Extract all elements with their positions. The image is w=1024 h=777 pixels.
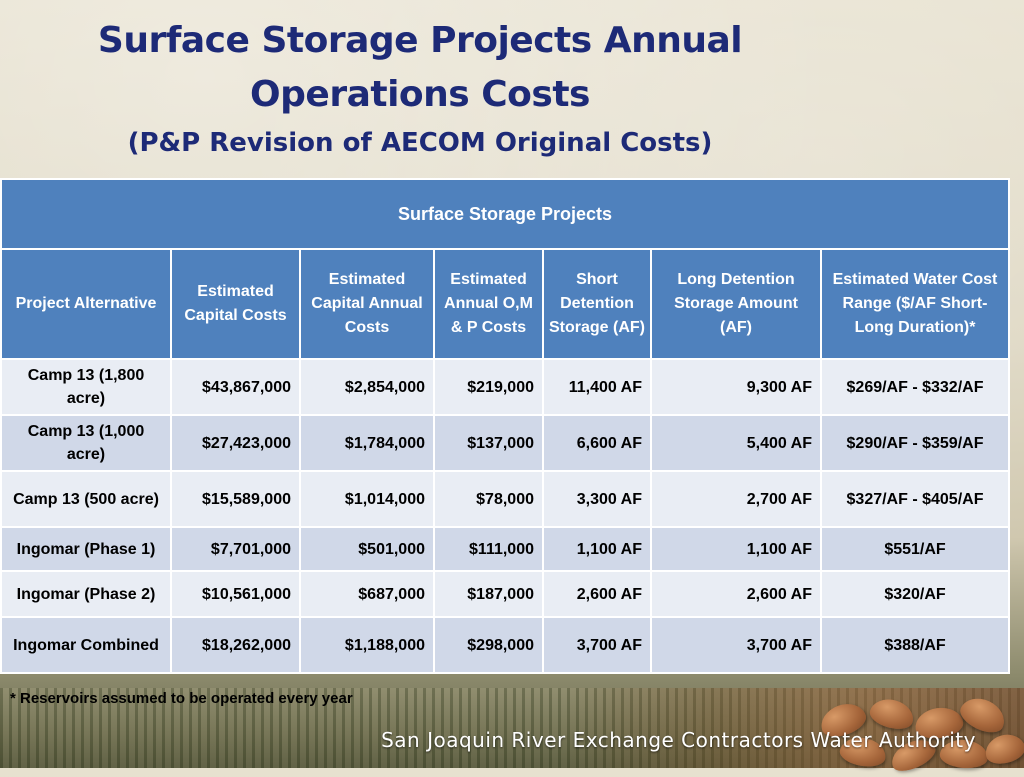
cell-capital-annual: $1,014,000 <box>299 470 435 528</box>
cell-omp: $137,000 <box>433 414 544 472</box>
cell-project: Camp 13 (1,800 acre) <box>0 358 172 416</box>
header-long-detention: Long Detention Storage Amount (AF) <box>650 248 822 360</box>
cell-long: 1,100 AF <box>650 526 822 572</box>
cell-short: 3,300 AF <box>542 470 652 528</box>
cell-capital: $15,589,000 <box>170 470 301 528</box>
table-row: Ingomar Combined $18,262,000 $1,188,000 … <box>0 616 1010 674</box>
cell-capital-annual: $1,188,000 <box>299 616 435 674</box>
slide-title-line-2: Operations Costs <box>250 74 590 115</box>
slide-title-line-1: Surface Storage Projects Annual <box>97 20 743 61</box>
table-row: Camp 13 (1,800 acre) $43,867,000 $2,854,… <box>0 358 1010 416</box>
cell-project: Ingomar (Phase 2) <box>0 570 172 618</box>
cell-long: 9,300 AF <box>650 358 822 416</box>
header-project-alternative: Project Alternative <box>0 248 172 360</box>
cell-long: 3,700 AF <box>650 616 822 674</box>
cell-project: Camp 13 (500 acre) <box>0 470 172 528</box>
cell-long: 5,400 AF <box>650 414 822 472</box>
costs-table: Surface Storage Projects Project Alterna… <box>0 178 1010 674</box>
cell-range: $388/AF <box>820 616 1010 674</box>
header-water-cost-range: Estimated Water Cost Range ($/AF Short-L… <box>820 248 1010 360</box>
header-omp-costs: Estimated Annual O,M & P Costs <box>433 248 544 360</box>
table-banner-row: Surface Storage Projects <box>0 178 1010 250</box>
cell-range: $269/AF - $332/AF <box>820 358 1010 416</box>
table-row: Camp 13 (1,000 acre) $27,423,000 $1,784,… <box>0 414 1010 472</box>
cell-capital-annual: $2,854,000 <box>299 358 435 416</box>
table-banner: Surface Storage Projects <box>0 178 1010 250</box>
cell-capital-annual: $1,784,000 <box>299 414 435 472</box>
cell-range: $320/AF <box>820 570 1010 618</box>
cell-capital: $18,262,000 <box>170 616 301 674</box>
header-short-detention: Short Detention Storage (AF) <box>542 248 652 360</box>
cell-short: 3,700 AF <box>542 616 652 674</box>
cell-omp: $111,000 <box>433 526 544 572</box>
slide-subtitle: (P&P Revision of AECOM Original Costs) <box>127 128 713 158</box>
cell-short: 6,600 AF <box>542 414 652 472</box>
table-row: Camp 13 (500 acre) $15,589,000 $1,014,00… <box>0 470 1010 528</box>
cell-range: $551/AF <box>820 526 1010 572</box>
cell-short: 2,600 AF <box>542 570 652 618</box>
cell-project: Ingomar (Phase 1) <box>0 526 172 572</box>
cell-capital: $43,867,000 <box>170 358 301 416</box>
cell-range: $290/AF - $359/AF <box>820 414 1010 472</box>
cell-omp: $187,000 <box>433 570 544 618</box>
cell-capital-annual: $501,000 <box>299 526 435 572</box>
table-row: Ingomar (Phase 1) $7,701,000 $501,000 $1… <box>0 526 1010 572</box>
cell-range: $327/AF - $405/AF <box>820 470 1010 528</box>
cell-project: Ingomar Combined <box>0 616 172 674</box>
cell-capital: $10,561,000 <box>170 570 301 618</box>
cell-long: 2,700 AF <box>650 470 822 528</box>
cell-project: Camp 13 (1,000 acre) <box>0 414 172 472</box>
table-row: Ingomar (Phase 2) $10,561,000 $687,000 $… <box>0 570 1010 618</box>
cell-omp: $219,000 <box>433 358 544 416</box>
footnote: * Reservoirs assumed to be operated ever… <box>10 690 353 707</box>
cell-omp: $298,000 <box>433 616 544 674</box>
cell-short: 11,400 AF <box>542 358 652 416</box>
cell-omp: $78,000 <box>433 470 544 528</box>
header-capital-costs: Estimated Capital Costs <box>170 248 301 360</box>
organization-name: San Joaquin River Exchange Contractors W… <box>381 728 976 752</box>
table-header-row: Project Alternative Estimated Capital Co… <box>0 248 1010 360</box>
cell-capital-annual: $687,000 <box>299 570 435 618</box>
cell-long: 2,600 AF <box>650 570 822 618</box>
cell-capital: $27,423,000 <box>170 414 301 472</box>
header-capital-annual-costs: Estimated Capital Annual Costs <box>299 248 435 360</box>
cell-short: 1,100 AF <box>542 526 652 572</box>
cell-capital: $7,701,000 <box>170 526 301 572</box>
